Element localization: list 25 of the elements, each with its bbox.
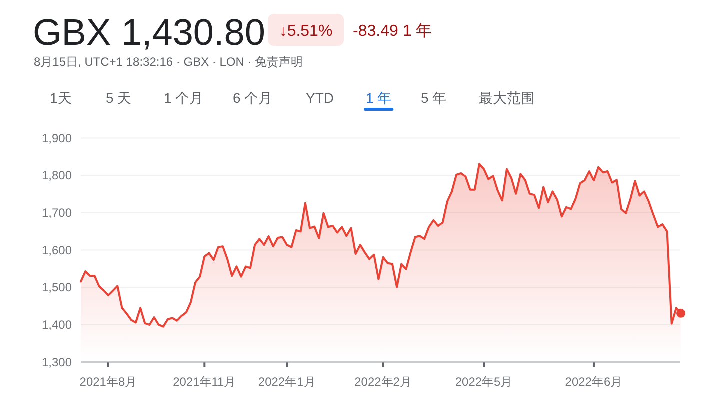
x-tick-label: 2022年6月 — [565, 375, 623, 389]
y-tick-label: 1,300 — [42, 355, 72, 370]
text: YTD — [306, 90, 334, 106]
text: 5 年 — [421, 90, 447, 106]
text: 1 年 — [366, 90, 392, 106]
x-tick-label: 2022年1月 — [258, 375, 316, 389]
text: 6 个月 — [233, 90, 273, 106]
text: 5 天 — [106, 90, 132, 106]
x-tick-label: 2021年11月 — [173, 375, 236, 389]
x-tick-label: 2022年2月 — [354, 375, 412, 389]
y-tick-label: 1,500 — [42, 280, 72, 295]
y-tick-label: 1,900 — [42, 131, 72, 146]
text: 最大范围 — [479, 90, 535, 106]
chart-subtitle: 8月15日, UTC+1 18:32:16 · GBX · LON · 免责声明 — [34, 55, 304, 69]
text: ↓5.51% — [279, 23, 333, 40]
y-tick-label: 1,800 — [42, 168, 72, 183]
x-tick-label: 2021年8月 — [80, 375, 138, 389]
y-tick-label: 1,700 — [42, 206, 72, 220]
chart-title: GBX 1,430.80 — [33, 12, 266, 53]
y-tick-label: 1,600 — [42, 243, 72, 258]
text: -83.49 1 年 — [353, 23, 432, 40]
x-tick-label: 2022年5月 — [455, 375, 513, 389]
text: 1天 — [50, 90, 72, 106]
y-tick-label: 1,400 — [42, 318, 72, 332]
text: 1 个月 — [164, 90, 204, 106]
